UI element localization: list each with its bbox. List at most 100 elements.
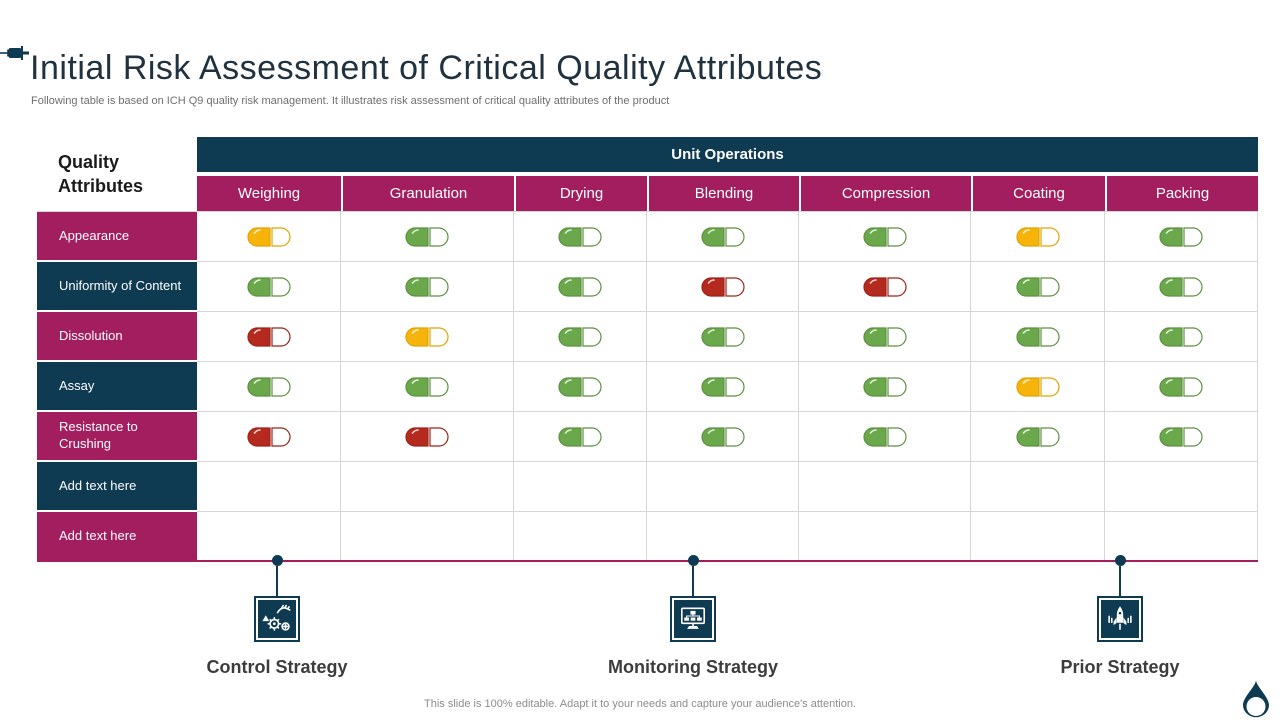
strategy-label: Monitoring Strategy xyxy=(608,657,778,677)
risk-cell-empty xyxy=(514,462,647,512)
risk-pill-green-icon xyxy=(558,276,602,297)
risk-pill-green-icon xyxy=(405,276,449,297)
risk-pill-yellow-icon xyxy=(405,326,449,347)
risk-cell-empty xyxy=(799,512,971,562)
risk-pill-green-icon xyxy=(700,326,745,347)
risk-pill-green-icon xyxy=(862,326,907,347)
row-label: Assay xyxy=(37,362,197,412)
table-row: Dissolution xyxy=(37,312,1258,362)
column-header-packing: Packing xyxy=(1105,176,1258,211)
risk-cell-empty xyxy=(1105,462,1258,512)
risk-cell-green xyxy=(971,412,1105,462)
column-header-drying: Drying xyxy=(514,176,647,211)
column-header-coating: Coating xyxy=(971,176,1105,211)
risk-pill-yellow-icon xyxy=(1015,226,1060,247)
footer-note: This slide is 100% editable. Adapt it to… xyxy=(424,698,856,710)
risk-cell-green xyxy=(197,362,341,412)
row-label: Dissolution xyxy=(37,312,197,362)
risk-pill-yellow-icon xyxy=(1015,376,1060,397)
risk-pill-green-icon xyxy=(700,376,745,397)
risk-pill-green-icon xyxy=(1159,426,1203,447)
risk-pill-green-icon xyxy=(1015,326,1060,347)
risk-cell-green xyxy=(514,362,647,412)
risk-cell-green xyxy=(341,362,514,412)
risk-cell-empty xyxy=(971,512,1105,562)
risk-cell-green xyxy=(1105,362,1258,412)
risk-cell-empty xyxy=(1105,512,1258,562)
hand-gear-box xyxy=(254,596,300,642)
risk-pill-green-icon xyxy=(862,226,907,247)
risk-cell-green xyxy=(647,412,799,462)
risk-pill-green-icon xyxy=(558,226,602,247)
risk-cell-green xyxy=(799,362,971,412)
strategy-label: Control Strategy xyxy=(206,657,348,677)
risk-cell-empty xyxy=(799,462,971,512)
risk-pill-green-icon xyxy=(558,376,602,397)
connector-line xyxy=(276,566,278,597)
risk-pill-green-icon xyxy=(246,376,291,397)
risk-cell-green xyxy=(514,312,647,362)
risk-cell-green xyxy=(514,212,647,262)
risk-pill-green-icon xyxy=(246,276,291,297)
unit-operations-header: Unit Operations xyxy=(197,137,1258,172)
risk-cell-yellow xyxy=(971,362,1105,412)
page-subtitle: Following table is based on ICH Q9 quali… xyxy=(31,95,670,107)
connector-line xyxy=(692,566,694,597)
row-label: Uniformity of Content xyxy=(37,262,197,312)
risk-cell-green xyxy=(341,262,514,312)
risk-pill-green-icon xyxy=(700,426,745,447)
risk-cell-green xyxy=(647,362,799,412)
risk-pill-green-icon xyxy=(558,326,602,347)
risk-pill-red-icon xyxy=(246,426,291,447)
corner-header: Quality Attributes xyxy=(37,137,197,211)
column-header-blending: Blending xyxy=(647,176,799,211)
connector-dot xyxy=(687,555,699,566)
risk-cell-yellow xyxy=(341,312,514,362)
risk-cell-empty xyxy=(647,512,799,562)
column-header-weighing: Weighing xyxy=(197,176,341,211)
page-title: Initial Risk Assessment of Critical Qual… xyxy=(30,48,823,87)
risk-pill-green-icon xyxy=(1015,426,1060,447)
risk-cell-empty xyxy=(341,512,514,562)
connector-dot xyxy=(271,555,283,566)
risk-pill-green-icon xyxy=(558,426,602,447)
risk-cell-green xyxy=(514,262,647,312)
risk-cell-green xyxy=(647,312,799,362)
monitor-flowchart-box xyxy=(670,596,716,642)
table-row: Uniformity of Content xyxy=(37,262,1258,312)
hand-gear-icon xyxy=(262,604,291,631)
corner-header-label: Quality Attributes xyxy=(58,151,143,196)
row-label: Add text here xyxy=(37,512,197,562)
risk-cell-yellow xyxy=(197,212,341,262)
risk-cell-green xyxy=(971,312,1105,362)
risk-cell-green xyxy=(1105,412,1258,462)
rocket-launch-icon xyxy=(1108,606,1132,630)
table-row: Resistance to Crushing xyxy=(37,412,1258,462)
risk-cell-empty xyxy=(197,462,341,512)
risk-cell-green xyxy=(341,212,514,262)
column-header-compression: Compression xyxy=(799,176,971,211)
risk-cell-green xyxy=(799,312,971,362)
risk-pill-green-icon xyxy=(1015,276,1060,297)
risk-cell-green xyxy=(799,212,971,262)
risk-pill-red-icon xyxy=(862,276,907,297)
table-row: Appearance xyxy=(37,212,1258,262)
row-label: Resistance to Crushing xyxy=(37,412,197,462)
connector-line xyxy=(1119,566,1121,597)
risk-cell-red xyxy=(647,262,799,312)
row-label: Appearance xyxy=(37,212,197,262)
risk-cell-green xyxy=(197,262,341,312)
risk-cell-red xyxy=(197,312,341,362)
syringe-icon xyxy=(0,46,29,60)
table-body: Appearance Uniformity of Content xyxy=(37,211,1258,562)
risk-pill-red-icon xyxy=(700,276,745,297)
risk-cell-green xyxy=(1105,212,1258,262)
risk-cell-empty xyxy=(341,462,514,512)
risk-cell-green xyxy=(799,412,971,462)
risk-pill-green-icon xyxy=(405,226,449,247)
risk-pill-green-icon xyxy=(1159,276,1203,297)
table-row: Add text here xyxy=(37,462,1258,512)
droplet-logo-icon xyxy=(1243,680,1269,718)
risk-pill-yellow-icon xyxy=(246,226,291,247)
